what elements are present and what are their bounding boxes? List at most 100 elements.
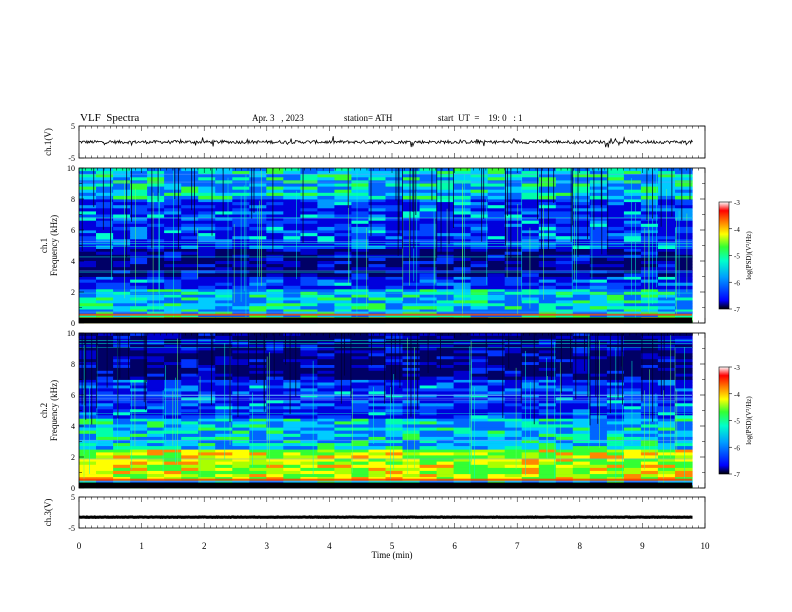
spectrogram-cell	[317, 385, 335, 389]
spectrogram-cell	[96, 217, 114, 222]
spectrogram-cell	[96, 382, 114, 386]
spectrogram-cell	[555, 418, 574, 422]
spectrogram-cell	[675, 412, 693, 416]
spectrogram-cell	[504, 177, 523, 181]
spectrogram-cell	[402, 267, 421, 271]
spectrogram-cell	[606, 279, 625, 284]
spectrogram-cell	[385, 359, 404, 363]
spectrogram-cell	[300, 379, 318, 383]
spectrogram-cell	[164, 245, 182, 249]
spectrogram-cell	[640, 297, 659, 301]
spectrogram-cell	[589, 276, 608, 280]
spectrogram-cell	[334, 436, 352, 441]
spectrogram-cell	[470, 446, 489, 450]
spectrogram-cell	[215, 248, 233, 253]
spectrogram-cell	[181, 257, 199, 262]
spectrogram-cell	[555, 474, 574, 478]
spectrogram-cell	[487, 474, 506, 478]
spectrogram-cell	[436, 226, 455, 231]
spectrogram-cell	[300, 199, 318, 203]
spectrogram-cell	[232, 406, 250, 410]
spectrogram-cell	[623, 350, 642, 354]
spectrogram-cell	[334, 409, 352, 413]
spectrogram-cell	[368, 379, 387, 383]
spectrogram-cell	[436, 467, 455, 472]
spectrogram-cell	[351, 373, 369, 377]
spectrogram-cell	[147, 452, 165, 456]
spectrogram-cell	[215, 415, 233, 419]
spectrogram-cell	[606, 177, 625, 181]
spectrogram-cell	[368, 254, 387, 259]
spectrogram-cell	[79, 388, 97, 392]
spectrogram-cell	[351, 467, 369, 472]
spectrogram-cell	[555, 335, 574, 340]
spectrogram-cell	[79, 174, 97, 178]
spectrogram-cell	[385, 294, 404, 298]
spectrogram-cell	[538, 306, 557, 310]
spectrogram-cell	[385, 353, 404, 357]
spectrogram-cell	[283, 385, 301, 389]
spectrogram-cell	[283, 223, 301, 228]
spectrogram-cell	[215, 350, 233, 354]
spectrogram-cell	[130, 385, 148, 389]
spectrogram-cell	[232, 421, 250, 425]
spectrogram-cell	[487, 242, 506, 246]
spectrogram-cell	[436, 464, 455, 469]
spectrogram-cell	[402, 226, 421, 231]
spectrogram-cell	[487, 168, 506, 172]
spectrogram-cell	[113, 294, 131, 298]
spectrogram-cell	[504, 202, 523, 206]
spectrogram-cell	[266, 294, 284, 298]
spectrogram-cell	[130, 294, 148, 298]
spectrogram-cell	[436, 233, 455, 237]
spectrogram-cell	[351, 285, 369, 290]
spectrogram-cell	[351, 239, 369, 243]
spectrogram-cell	[334, 230, 352, 234]
spectrogram-cell	[589, 174, 608, 178]
spectrogram-cell	[521, 226, 540, 231]
spectrogram-cell	[147, 273, 165, 277]
spectrogram-cell	[198, 300, 216, 304]
spectrogram-cell	[589, 385, 608, 389]
spectrogram-cell	[402, 239, 421, 243]
spectrogram-cell	[487, 335, 506, 340]
spectrogram-cell	[198, 285, 216, 290]
spectrogram-cell	[538, 353, 557, 357]
spectrogram-cell	[351, 446, 369, 450]
spectrogram-cell	[96, 367, 114, 372]
spectrogram-cell	[283, 359, 301, 363]
spectrogram-cell	[113, 449, 131, 453]
spectrogram-cell	[504, 297, 523, 301]
y-tick-label: 8	[71, 195, 75, 204]
spectrogram-cell	[572, 388, 591, 392]
spectrogram-cell	[283, 248, 301, 253]
spectrogram-cell	[130, 291, 148, 296]
spectrogram-cell	[453, 455, 472, 459]
spectrogram-cell	[487, 424, 506, 428]
spectrogram-cell	[130, 424, 148, 428]
spectrogram-cell	[487, 236, 506, 240]
spectrogram-cell	[521, 376, 540, 380]
spectrogram-cell	[317, 449, 335, 453]
spectrogram-cell	[487, 171, 506, 175]
spectrogram-cell	[215, 254, 233, 259]
spectrogram-cell	[623, 439, 642, 444]
spectrogram-cell	[96, 171, 114, 175]
spectrogram-cell	[249, 177, 267, 181]
spectrogram-cell	[555, 199, 574, 203]
spectrogram-cell	[675, 356, 693, 360]
spectrogram-cell	[470, 230, 489, 234]
spectrogram-cell	[572, 279, 591, 284]
spectrogram-cell	[402, 452, 421, 456]
spectrogram-cell	[351, 367, 369, 372]
spectrogram-cell	[300, 394, 318, 398]
spectrogram-cell	[164, 367, 182, 372]
spectrogram-cell	[385, 226, 404, 231]
spectrogram-cell	[249, 474, 267, 478]
spectrogram-cell	[232, 400, 250, 404]
spectrogram-cell	[96, 285, 114, 290]
spectrogram-cell	[181, 192, 199, 197]
spectrogram-cell	[368, 365, 387, 369]
spectrogram-cell	[198, 370, 216, 375]
spectrogram-cell	[521, 202, 540, 206]
